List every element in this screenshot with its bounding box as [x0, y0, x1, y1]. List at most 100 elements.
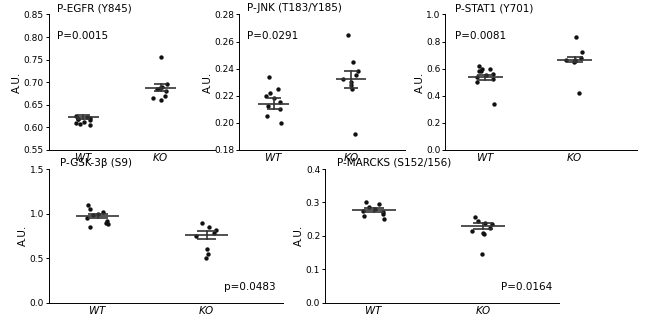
Point: [369, 207, 380, 212]
Point: [98, 209, 108, 214]
Point: [478, 230, 489, 235]
Y-axis label: A.U.: A.U.: [12, 71, 22, 93]
Point: [82, 115, 92, 120]
Point: [350, 131, 360, 136]
Point: [353, 69, 363, 74]
Text: P-GSK-3β (S9): P-GSK-3β (S9): [60, 158, 133, 168]
Point: [161, 89, 171, 94]
Point: [574, 90, 584, 96]
Point: [71, 113, 81, 118]
Point: [488, 222, 498, 227]
Text: p=0.0483: p=0.0483: [224, 282, 276, 292]
Point: [201, 256, 211, 261]
Point: [261, 93, 272, 98]
Point: [479, 232, 489, 237]
Point: [471, 74, 482, 79]
Point: [73, 117, 83, 122]
Point: [83, 202, 93, 207]
Point: [569, 59, 580, 64]
Point: [265, 90, 276, 96]
Point: [474, 69, 484, 74]
Point: [347, 59, 358, 64]
Text: P-JNK (T183/Y185): P-JNK (T183/Y185): [248, 3, 343, 13]
Point: [87, 213, 98, 218]
Point: [103, 222, 113, 227]
Point: [476, 66, 487, 71]
Point: [577, 50, 588, 55]
Point: [338, 77, 348, 82]
Point: [488, 77, 498, 82]
Point: [73, 117, 83, 122]
Point: [560, 58, 571, 63]
Y-axis label: A.U.: A.U.: [18, 225, 28, 246]
Point: [571, 35, 582, 40]
Text: P=0.0081: P=0.0081: [455, 31, 506, 41]
Y-axis label: A.U.: A.U.: [294, 225, 304, 246]
Point: [202, 247, 213, 252]
Point: [261, 113, 272, 118]
Y-axis label: A.U.: A.U.: [415, 71, 424, 93]
Point: [346, 86, 357, 91]
Point: [162, 82, 173, 87]
Point: [263, 104, 274, 109]
Point: [467, 228, 477, 233]
Point: [148, 95, 158, 100]
Point: [155, 85, 166, 90]
Point: [359, 213, 369, 218]
Point: [85, 116, 96, 121]
Point: [84, 224, 95, 230]
Point: [488, 71, 498, 77]
Point: [197, 220, 207, 225]
Point: [361, 200, 372, 205]
Text: P=0.0164: P=0.0164: [500, 282, 552, 292]
Point: [358, 208, 369, 213]
Point: [378, 210, 388, 215]
Text: P-MARCKS (S152/156): P-MARCKS (S152/156): [337, 158, 451, 168]
Point: [157, 84, 167, 89]
Point: [211, 227, 222, 232]
Point: [486, 225, 496, 230]
Point: [84, 122, 95, 128]
Point: [275, 100, 285, 105]
Point: [480, 220, 490, 225]
Point: [346, 80, 356, 85]
Point: [488, 102, 499, 107]
Point: [477, 252, 488, 257]
Point: [378, 212, 388, 217]
Text: P=0.0015: P=0.0015: [57, 31, 108, 41]
Point: [85, 207, 96, 212]
Point: [476, 69, 486, 74]
Point: [472, 80, 482, 85]
Point: [351, 73, 361, 78]
Point: [159, 93, 170, 98]
Point: [473, 218, 484, 223]
Point: [190, 233, 201, 238]
Point: [71, 120, 81, 125]
Point: [474, 63, 484, 69]
Point: [576, 55, 586, 60]
Point: [374, 202, 384, 207]
Point: [82, 215, 92, 221]
Point: [343, 32, 353, 37]
Point: [481, 73, 491, 78]
Point: [84, 118, 95, 123]
Point: [93, 211, 103, 216]
Point: [346, 82, 356, 87]
Y-axis label: A.U.: A.U.: [203, 71, 213, 93]
Point: [203, 224, 214, 230]
Point: [263, 74, 274, 79]
Point: [363, 205, 374, 210]
Point: [101, 220, 112, 225]
Point: [379, 217, 389, 222]
Text: P-EGFR (Y845): P-EGFR (Y845): [57, 3, 132, 13]
Point: [156, 55, 166, 60]
Point: [209, 231, 220, 236]
Point: [276, 120, 286, 125]
Point: [570, 59, 580, 64]
Point: [275, 107, 285, 112]
Text: P-STAT1 (Y701): P-STAT1 (Y701): [455, 3, 533, 13]
Point: [79, 119, 89, 124]
Point: [272, 86, 283, 91]
Point: [470, 215, 480, 220]
Point: [75, 121, 85, 126]
